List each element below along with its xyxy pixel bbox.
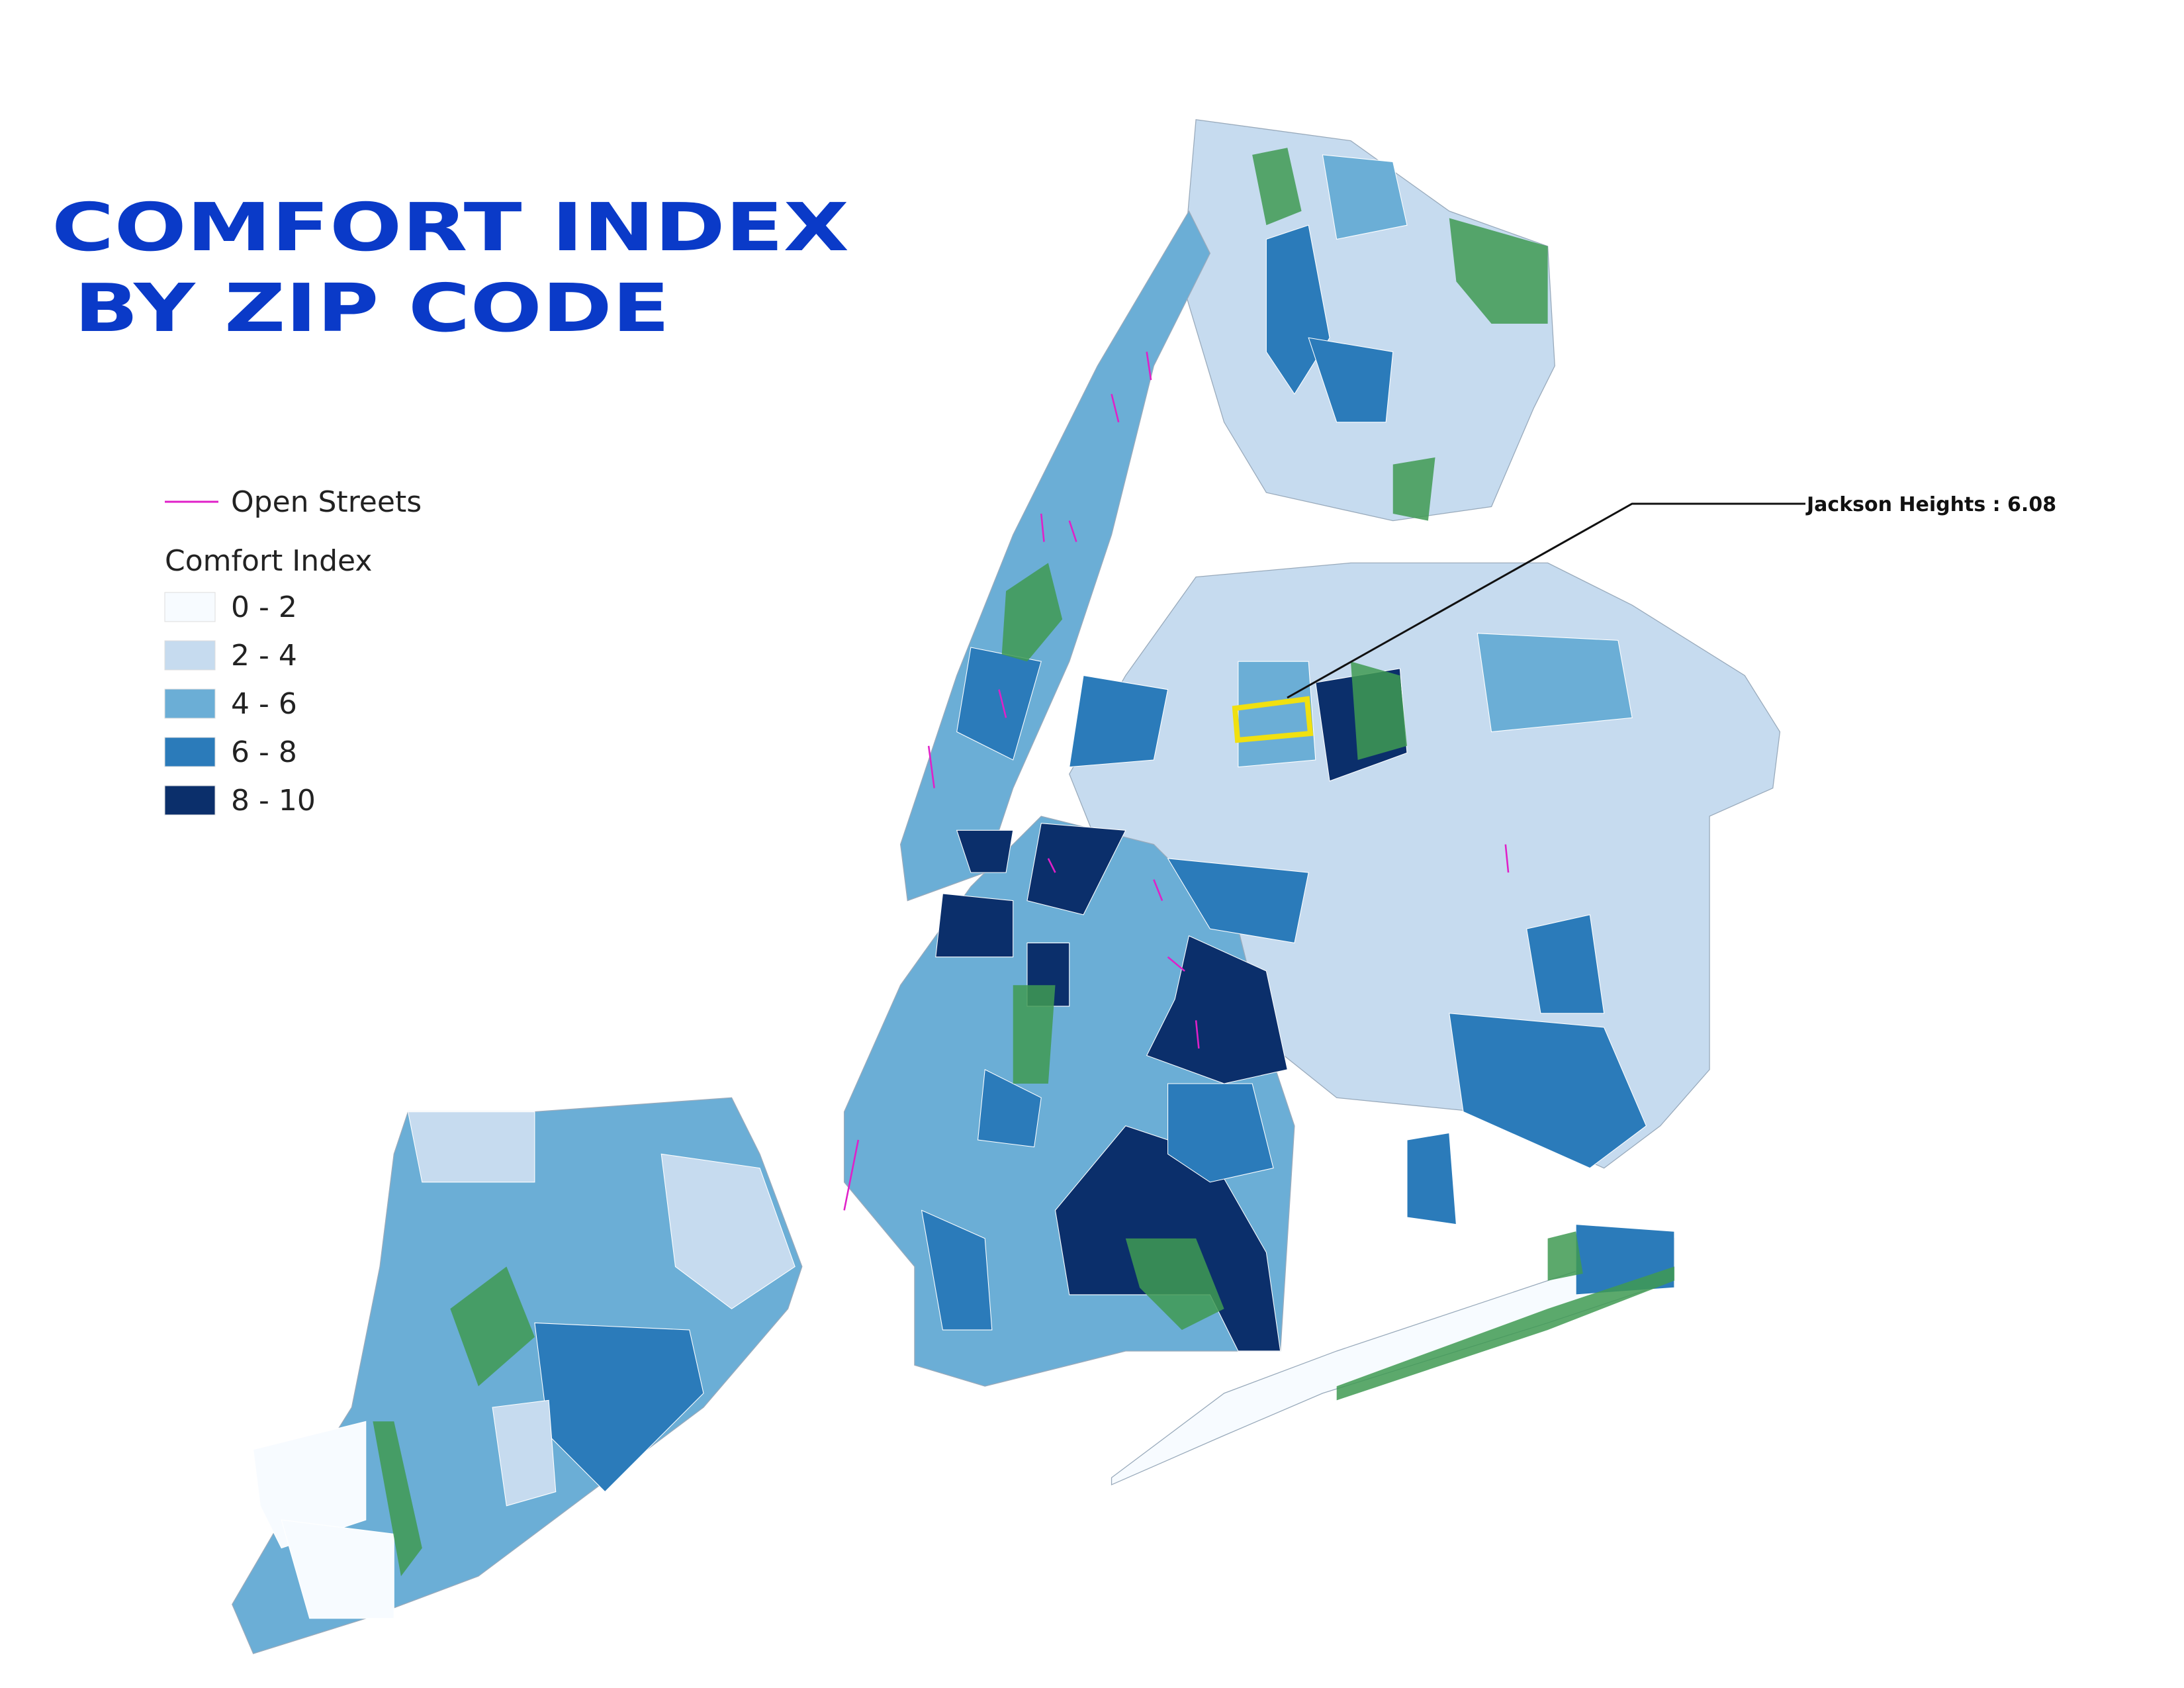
legend-swatch (164, 640, 216, 671)
zip-area (1406, 1132, 1457, 1225)
zip-area (921, 1209, 993, 1331)
zip-area (1238, 661, 1316, 768)
legend-label: 8 - 10 (231, 784, 316, 818)
legend-swatch (164, 592, 216, 622)
zip-area (1449, 1013, 1647, 1169)
zip-area (956, 829, 1014, 873)
zip-area (1308, 337, 1394, 423)
park (1252, 148, 1302, 226)
staten-island (232, 1097, 803, 1654)
title-line-1: COMFORT INDEX (52, 189, 849, 266)
park (1001, 563, 1063, 662)
park (1350, 661, 1407, 761)
legend-label: 4 - 6 (231, 687, 297, 721)
zip-area (1477, 633, 1633, 733)
park (1013, 985, 1056, 1084)
zip-area (407, 1111, 535, 1183)
legend-label: Open Streets (231, 485, 422, 519)
zip-area (660, 1153, 796, 1309)
zip-area (1526, 914, 1605, 1014)
legend-label: 0 - 2 (231, 590, 297, 624)
zip-area (1026, 823, 1126, 915)
park (373, 1421, 422, 1577)
zip-area (1167, 858, 1309, 944)
park (1392, 457, 1435, 521)
zip-area (935, 893, 1014, 958)
highlight-outline (1232, 696, 1314, 743)
leader-line (1287, 502, 1805, 699)
title-line-2: BY ZIP CODE (74, 269, 670, 347)
zip-area (977, 1068, 1042, 1148)
open-streets (843, 352, 1510, 1211)
legend-label: 6 - 8 (231, 735, 297, 769)
legend: 0 - 2 2 - 4 4 - 6 6 - 8 8 - 10 (164, 590, 316, 818)
park (1547, 1231, 1583, 1281)
zip-area (1322, 154, 1408, 240)
park (1449, 218, 1548, 324)
zip-area (492, 1399, 557, 1507)
map (232, 118, 1781, 1654)
legend-label: 2 - 4 (231, 639, 297, 673)
legend-title: Comfort Index (165, 544, 372, 578)
park (1336, 1266, 1674, 1401)
legend-swatch (164, 688, 216, 719)
annotation: Jackson Heights : 6.08 (1805, 493, 2056, 516)
zip-area (281, 1519, 394, 1619)
zip-area (1167, 1083, 1274, 1183)
zip-area (1069, 675, 1169, 768)
park (1125, 1238, 1224, 1331)
legend-swatch (164, 785, 216, 816)
park (450, 1266, 535, 1387)
legend-swatch (164, 737, 216, 767)
